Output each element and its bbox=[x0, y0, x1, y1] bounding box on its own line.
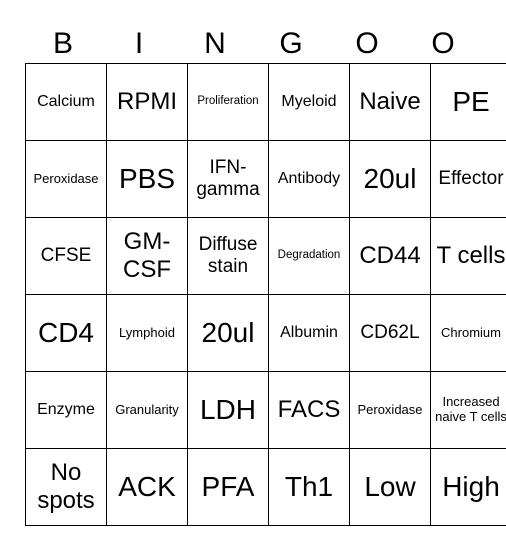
grid-row: No spots ACK PFA Th1 Low High bbox=[25, 448, 506, 526]
bingo-cell[interactable]: PFA bbox=[187, 448, 269, 526]
bingo-cell[interactable]: Myeloid bbox=[268, 63, 350, 141]
bingo-cell[interactable]: Low bbox=[349, 448, 431, 526]
bingo-cell[interactable]: Proliferation bbox=[187, 63, 269, 141]
grid-row: Calcium RPMI Proliferation Myeloid Naive… bbox=[25, 63, 506, 141]
bingo-cell[interactable]: FACS bbox=[268, 371, 350, 449]
bingo-grid: Calcium RPMI Proliferation Myeloid Naive… bbox=[25, 63, 506, 526]
header-letter-o: O bbox=[355, 27, 379, 60]
bingo-cell[interactable]: High bbox=[430, 448, 506, 526]
header-letter-g: G bbox=[279, 27, 303, 60]
bingo-cell[interactable]: CD62L bbox=[349, 294, 431, 372]
bingo-cell[interactable]: Chromium bbox=[430, 294, 506, 372]
bingo-cell[interactable]: LDH bbox=[187, 371, 269, 449]
bingo-cell[interactable]: Peroxidase bbox=[25, 140, 107, 218]
bingo-cell[interactable]: Degradation bbox=[268, 217, 350, 295]
bingo-cell[interactable]: Granularity bbox=[106, 371, 188, 449]
bingo-cell[interactable]: GM-CSF bbox=[106, 217, 188, 295]
bingo-cell[interactable]: Increased naive T cells bbox=[430, 371, 506, 449]
bingo-cell[interactable]: CFSE bbox=[25, 217, 107, 295]
bingo-cell[interactable]: PBS bbox=[106, 140, 188, 218]
bingo-cell[interactable]: Diffuse stain bbox=[187, 217, 269, 295]
bingo-cell[interactable]: Effector bbox=[430, 140, 506, 218]
header-letter-o-2: O bbox=[431, 27, 455, 60]
bingo-cell[interactable]: IFN-gamma bbox=[187, 140, 269, 218]
grid-row: Peroxidase PBS IFN-gamma Antibody 20ul E… bbox=[25, 140, 506, 218]
bingo-cell[interactable]: 20ul bbox=[349, 140, 431, 218]
bingo-cell[interactable]: 20ul bbox=[187, 294, 269, 372]
bingo-cell[interactable]: Albumin bbox=[268, 294, 350, 372]
bingo-cell[interactable]: Naive bbox=[349, 63, 431, 141]
grid-row: CD4 Lymphoid 20ul Albumin CD62L Chromium bbox=[25, 294, 506, 372]
header-letter-n: N bbox=[204, 27, 226, 60]
bingo-cell[interactable]: Lymphoid bbox=[106, 294, 188, 372]
bingo-header: B I N G O O bbox=[25, 24, 481, 64]
header-letter-i: I bbox=[134, 27, 144, 60]
bingo-cell[interactable]: T cells bbox=[430, 217, 506, 295]
bingo-cell[interactable]: ACK bbox=[106, 448, 188, 526]
bingo-cell[interactable]: CD4 bbox=[25, 294, 107, 372]
grid-row: Enzyme Granularity LDH FACS Peroxidase I… bbox=[25, 371, 506, 449]
bingo-cell[interactable]: No spots bbox=[25, 448, 107, 526]
bingo-cell[interactable]: Calcium bbox=[25, 63, 107, 141]
bingo-cell[interactable]: RPMI bbox=[106, 63, 188, 141]
bingo-cell[interactable]: Peroxidase bbox=[349, 371, 431, 449]
bingo-cell[interactable]: Th1 bbox=[268, 448, 350, 526]
bingo-cell[interactable]: Enzyme bbox=[25, 371, 107, 449]
grid-row: CFSE GM-CSF Diffuse stain Degradation CD… bbox=[25, 217, 506, 295]
bingo-cell[interactable]: PE bbox=[430, 63, 506, 141]
bingo-cell[interactable]: Antibody bbox=[268, 140, 350, 218]
header-letter-b: B bbox=[52, 27, 73, 60]
bingo-cell[interactable]: CD44 bbox=[349, 217, 431, 295]
